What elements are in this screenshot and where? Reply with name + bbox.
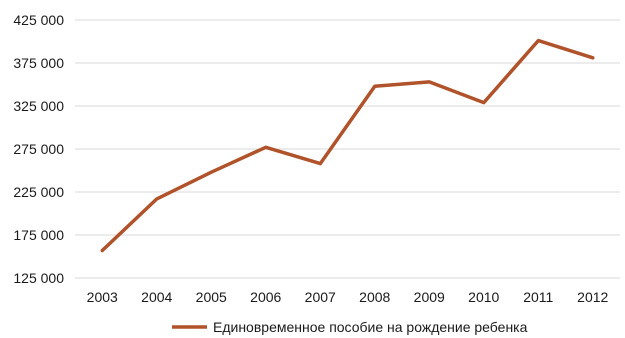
x-axis-tick-labels: 2003 2004 2005 2006 2007 2008 2009 2010 2011 2012 xyxy=(87,289,609,305)
x-tick-label: 2005 xyxy=(196,289,227,305)
x-tick-label: 2010 xyxy=(468,289,499,305)
y-tick-label: 225 000 xyxy=(13,184,64,200)
y-tick-label: 375 000 xyxy=(13,55,64,71)
y-axis-tick-labels: 125 000 175 000 225 000 275 000 325 000 375 0… xyxy=(13,12,64,286)
x-tick-label: 2003 xyxy=(87,289,118,305)
gridlines xyxy=(75,19,620,279)
series-layer xyxy=(100,38,595,253)
y-tick-label: 125 000 xyxy=(13,270,64,286)
y-tick-label: 275 000 xyxy=(13,141,64,157)
x-tick-label: 2008 xyxy=(359,289,390,305)
x-tick-label: 2006 xyxy=(250,289,281,305)
y-tick-label: 425 000 xyxy=(13,12,64,28)
y-tick-label: 175 000 xyxy=(13,227,64,243)
legend-label: Единовременное пособие на рождение ребен… xyxy=(213,319,528,335)
x-tick-label: 2012 xyxy=(577,289,608,305)
series-line xyxy=(100,38,595,253)
x-tick-label: 2007 xyxy=(305,289,336,305)
y-tick-label: 325 000 xyxy=(13,98,64,114)
x-tick-label: 2004 xyxy=(141,289,172,305)
x-tick-label: 2011 xyxy=(523,289,553,305)
x-tick-label: 2009 xyxy=(414,289,445,305)
legend: Единовременное пособие на рождение ребен… xyxy=(172,319,528,335)
